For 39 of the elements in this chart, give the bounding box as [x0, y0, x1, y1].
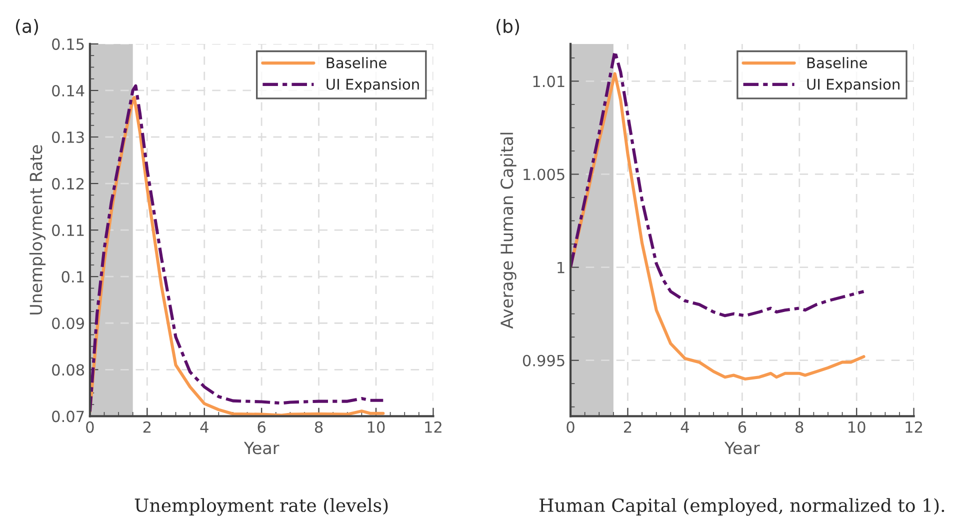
text: Unemployment rate (levels) [134, 498, 388, 516]
text: Human Capital (employed, normalized to 1). [540, 498, 944, 516]
y-tick-label: 0.995 [522, 354, 564, 366]
y-tick-label: 0.14 [52, 84, 84, 96]
x-tick-label: 2 [143, 421, 150, 433]
x-tick-label: 10 [848, 421, 866, 433]
x-tick-label: 12 [906, 421, 922, 433]
y-tick-label: 1.01 [533, 76, 564, 88]
x-tick-label: 4 [200, 422, 208, 433]
x-tick-label: 8 [796, 421, 804, 433]
y-tick-label: 0.15 [52, 38, 84, 50]
x-axis-title: Year [244, 442, 280, 454]
x-tick-label: 8 [314, 421, 323, 433]
chart-title: (b) [496, 19, 520, 36]
y-tick-label: 1 [558, 262, 564, 274]
legend-label: UI Expansion [326, 78, 419, 93]
y-tick-label: 0.1 [62, 271, 84, 283]
y-tick-label: 0.12 [52, 178, 84, 190]
y-tick-label: 0.07 [52, 410, 84, 422]
chart-title: (a) [16, 19, 38, 36]
x-tick-label: 10 [368, 421, 385, 433]
y-tick-label: 0.11 [52, 224, 84, 236]
x-axis-title: Year [724, 442, 760, 454]
x-tick-label: 0 [86, 421, 94, 433]
y-tick-label: 0.13 [52, 131, 84, 144]
x-tick-label: 4 [680, 422, 689, 433]
legend-label: Baseline [326, 57, 386, 68]
x-tick-label: 2 [624, 421, 632, 433]
x-tick-label: 6 [258, 421, 266, 433]
y-tick-label: 0.08 [52, 364, 84, 376]
x-tick-label: 12 [425, 421, 442, 433]
y-tick-label: 0.09 [52, 318, 84, 330]
y-tick-label: 1.005 [524, 168, 564, 180]
x-tick-label: 6 [738, 421, 746, 433]
legend-label: UI Expansion [807, 78, 900, 93]
y-axis-title: Unemployment Rate [29, 145, 46, 314]
legend-label: Baseline [807, 57, 868, 68]
y-axis-title: Average Human Capital [500, 132, 516, 329]
x-tick-label: 0 [566, 421, 574, 433]
